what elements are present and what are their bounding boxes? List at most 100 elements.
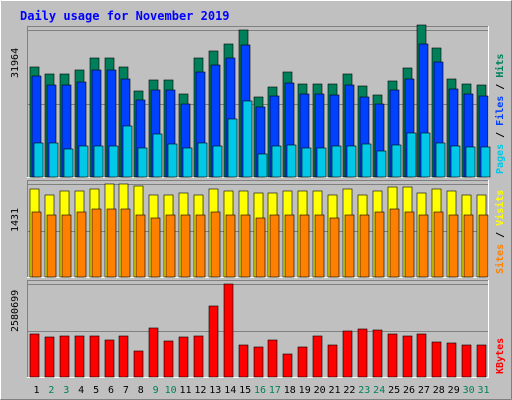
bar-kbytes-day-14 xyxy=(223,283,234,378)
bar-pages-day-31 xyxy=(480,146,491,178)
bar-pages-day-14 xyxy=(227,118,238,178)
bar-pages-day-29 xyxy=(450,145,461,178)
bar-kbytes-day-1 xyxy=(29,333,40,378)
panel-legend: Sites / Visits xyxy=(494,190,506,274)
bar-sites-day-24 xyxy=(374,211,385,278)
bar-pages-day-4 xyxy=(78,145,89,178)
bar-sites-day-28 xyxy=(433,211,444,278)
bar-kbytes-day-3 xyxy=(59,335,70,378)
bar-pages-day-26 xyxy=(406,132,417,178)
bar-kbytes-day-15 xyxy=(238,344,249,378)
day-labels: 1 2 3 4 5 6 7 8 9 10 11 12 13 14 15 16 17 18 19 20 21 22 23 24 2… xyxy=(33,385,489,396)
bar-pages-day-15 xyxy=(242,100,253,178)
bar-pages-day-30 xyxy=(465,146,476,178)
bar-pages-day-11 xyxy=(182,147,193,178)
bar-pages-day-27 xyxy=(420,132,431,178)
bar-kbytes-day-2 xyxy=(44,336,55,378)
day-label-24: 24 xyxy=(373,385,385,396)
bar-sites-day-29 xyxy=(448,214,459,278)
bar-kbytes-day-25 xyxy=(387,333,398,378)
bar-kbytes-day-31 xyxy=(476,344,487,378)
bar-sites-day-6 xyxy=(106,208,117,278)
bar-kbytes-day-4 xyxy=(74,335,85,378)
bar-pages-day-24 xyxy=(376,150,387,178)
day-label-25: 25 xyxy=(388,385,400,396)
bar-sites-day-4 xyxy=(76,211,87,278)
bar-sites-day-19 xyxy=(299,214,310,278)
legend-pages: Pages xyxy=(495,144,506,174)
day-label-6: 6 xyxy=(108,385,114,396)
bar-sites-day-3 xyxy=(61,214,72,278)
bar-sites-day-17 xyxy=(269,214,280,278)
bar-pages-day-28 xyxy=(435,142,446,178)
bar-sites-day-31 xyxy=(478,214,489,278)
bar-pages-day-6 xyxy=(108,145,119,178)
panel-hits-files-pages: 31964 Pages / Files / Hits xyxy=(10,24,506,178)
bar-kbytes-day-8 xyxy=(133,350,144,378)
chart-panels: 31964 Pages / Files / Hits 1431 Sites / Vis… xyxy=(10,24,506,378)
bar-kbytes-day-5 xyxy=(89,335,100,378)
day-label-5: 5 xyxy=(93,385,99,396)
legend-sites: Sites xyxy=(494,244,506,274)
day-label-16: 16 xyxy=(254,385,266,396)
day-label-27: 27 xyxy=(418,385,430,396)
bar-sites-day-5 xyxy=(91,208,102,278)
bar-pages-day-5 xyxy=(93,145,104,178)
day-label-31: 31 xyxy=(477,385,489,396)
bar-kbytes-day-20 xyxy=(312,335,323,378)
day-label-22: 22 xyxy=(343,385,355,396)
bar-kbytes-day-18 xyxy=(282,353,293,378)
day-label-4: 4 xyxy=(78,385,84,396)
day-label-23: 23 xyxy=(358,385,370,396)
bar-kbytes-day-12 xyxy=(193,335,204,378)
bar-sites-day-18 xyxy=(284,214,295,278)
day-label-13: 13 xyxy=(209,385,221,396)
bar-kbytes-day-13 xyxy=(208,305,219,378)
day-label-20: 20 xyxy=(314,385,326,396)
bar-kbytes-day-30 xyxy=(461,344,472,378)
bar-pages-day-13 xyxy=(212,145,223,178)
day-label-7: 7 xyxy=(123,385,129,396)
day-label-29: 29 xyxy=(448,385,460,396)
bar-pages-day-2 xyxy=(48,142,59,178)
day-label-11: 11 xyxy=(179,385,191,396)
day-label-17: 17 xyxy=(269,385,281,396)
bar-pages-day-3 xyxy=(63,148,74,178)
bar-pages-day-10 xyxy=(167,143,178,178)
bar-kbytes-day-19 xyxy=(297,346,308,378)
day-label-18: 18 xyxy=(284,385,296,396)
day-label-15: 15 xyxy=(239,385,251,396)
day-label-1: 1 xyxy=(33,385,39,396)
bar-pages-day-16 xyxy=(257,153,268,178)
bar-sites-day-13 xyxy=(210,211,221,278)
bar-sites-day-30 xyxy=(463,214,474,278)
day-label-14: 14 xyxy=(224,385,236,396)
bar-kbytes-day-27 xyxy=(416,333,427,378)
bar-kbytes-day-29 xyxy=(446,342,457,378)
bar-kbytes-day-21 xyxy=(327,344,338,378)
bar-kbytes-day-26 xyxy=(402,335,413,378)
bar-sites-day-2 xyxy=(46,214,57,278)
bar-sites-day-25 xyxy=(389,208,400,278)
panel-visits-sites: 1431 Sites / Visits xyxy=(10,180,506,278)
bar-pages-day-20 xyxy=(316,147,327,178)
panel-legend: KBytes xyxy=(495,338,506,374)
day-label-19: 19 xyxy=(299,385,311,396)
bar-sites-day-27 xyxy=(418,214,429,278)
bar-sites-day-7 xyxy=(120,208,131,278)
bar-kbytes-day-23 xyxy=(357,328,368,378)
panel-kbytes: 2580699 KBytes xyxy=(10,280,506,378)
bar-sites-day-21 xyxy=(329,217,340,278)
bar-kbytes-day-10 xyxy=(163,340,174,378)
bar-kbytes-day-24 xyxy=(372,329,383,378)
bar-sites-day-16 xyxy=(255,217,266,278)
bar-pages-day-23 xyxy=(361,143,372,178)
bar-pages-day-9 xyxy=(152,133,163,178)
bar-kbytes-day-9 xyxy=(148,327,159,378)
bar-pages-day-19 xyxy=(301,147,312,178)
bar-sites-day-8 xyxy=(135,214,146,278)
bar-sites-day-14 xyxy=(225,214,236,278)
y-max-label: 31964 xyxy=(10,48,21,78)
bar-sites-day-1 xyxy=(31,211,42,278)
